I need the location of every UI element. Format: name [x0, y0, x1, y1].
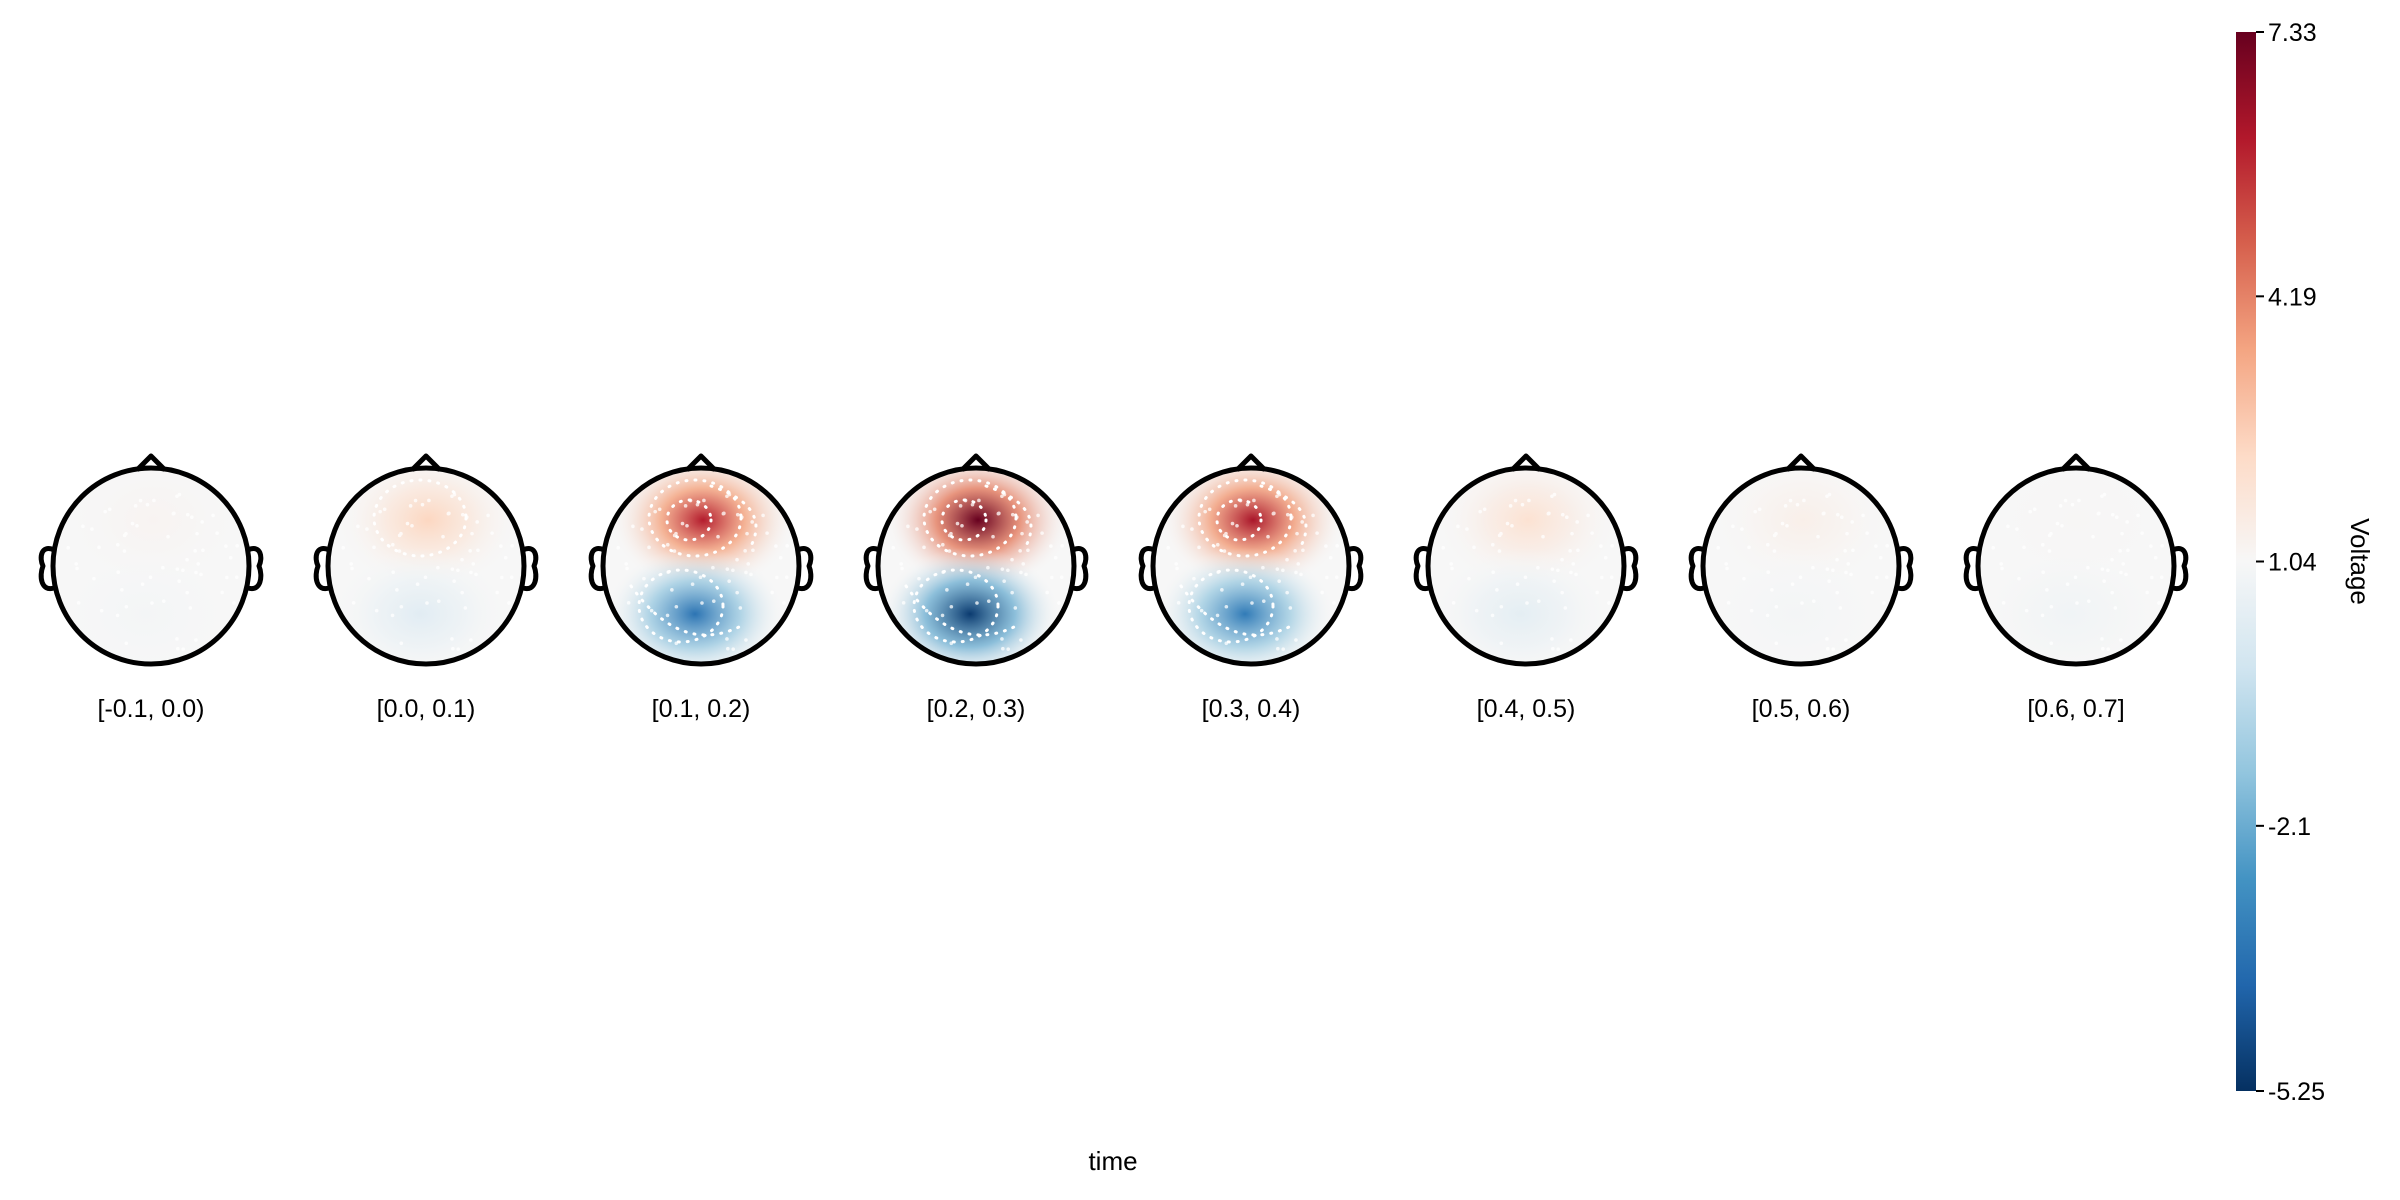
- topoplot-panel: [0.4, 0.5): [1413, 453, 1639, 723]
- panel-label: [0.0, 0.1): [377, 695, 476, 723]
- nose-outline: [1785, 453, 1817, 472]
- electrode-markers: [1991, 492, 2164, 651]
- topoplot-field: [603, 468, 799, 664]
- topoplot-field: [878, 468, 1074, 664]
- colorbar: 7.33 4.19 1.04 -2.1 -5.25 Voltage: [2236, 19, 2375, 1106]
- topoplot-panel: [0.6, 0.7]: [1963, 453, 2189, 723]
- negative-region: [1979, 547, 2161, 664]
- left-ear-outline: [588, 546, 606, 592]
- electrode-markers: [66, 492, 239, 651]
- negative-region: [604, 547, 786, 664]
- nose-outline: [685, 453, 717, 472]
- negative-region: [329, 547, 511, 664]
- head-outline: [1963, 453, 2189, 667]
- nose-outline: [2060, 453, 2092, 472]
- negative-region: [1704, 547, 1886, 664]
- right-ear-outline: [1071, 546, 1089, 592]
- left-ear-outline: [1688, 546, 1706, 592]
- left-ear-outline: [1138, 546, 1156, 592]
- electrode-markers: [1441, 492, 1614, 651]
- panel-label: [0.1, 0.2): [652, 695, 751, 723]
- topoplot-panels: [-0.1, 0.0) [0.0, 0.1) [0.1, 0.2) [0.2, 0.3…: [38, 453, 2189, 723]
- head-outline: [1413, 453, 1639, 667]
- panel-label: [-0.1, 0.0): [98, 695, 205, 723]
- head-outline: [1138, 453, 1364, 667]
- colorbar-tick-label: 4.19: [2268, 283, 2317, 311]
- electrode-markers: [891, 492, 1064, 651]
- left-ear-outline: [1963, 546, 1981, 592]
- topoplot-panel: [0.2, 0.3): [863, 453, 1089, 723]
- topoplot-panel: [0.1, 0.2): [588, 453, 814, 723]
- panel-label: [0.6, 0.7]: [2027, 695, 2124, 723]
- panel-label: [0.5, 0.6): [1752, 695, 1851, 723]
- electrode-markers: [1166, 492, 1339, 651]
- nose-outline: [135, 453, 167, 472]
- negative-region: [879, 547, 1061, 664]
- nose-outline: [960, 453, 992, 472]
- topoplot-panel: [0.3, 0.4): [1138, 453, 1364, 723]
- colorbar-tick-label: -5.25: [2268, 1078, 2325, 1106]
- negative-region: [1154, 547, 1336, 664]
- left-ear-outline: [313, 546, 331, 592]
- left-ear-outline: [1413, 546, 1431, 592]
- topoplot-field: [1978, 468, 2174, 664]
- colorbar-tick-label: 1.04: [2268, 549, 2317, 577]
- head-outline: [1688, 453, 1914, 667]
- nose-outline: [1235, 453, 1267, 472]
- topoplot-field: [1153, 468, 1349, 664]
- right-ear-outline: [2171, 546, 2189, 592]
- topoplot-panel: [0.0, 0.1): [313, 453, 539, 723]
- negative-region: [54, 547, 236, 664]
- electrode-markers: [616, 492, 789, 651]
- head-outline: [588, 453, 814, 667]
- right-ear-outline: [1896, 546, 1914, 592]
- topoplot-field: [328, 468, 524, 664]
- panel-label: [0.4, 0.5): [1477, 695, 1576, 723]
- nose-outline: [1510, 453, 1542, 472]
- electrode-markers: [1716, 492, 1889, 651]
- topoplot-field: [53, 468, 249, 664]
- colorbar-gradient: [2236, 32, 2256, 1091]
- colorbar-tick-label: 7.33: [2268, 19, 2317, 47]
- panel-label: [0.3, 0.4): [1202, 695, 1301, 723]
- topoplot-field: [1703, 468, 1899, 664]
- right-ear-outline: [796, 546, 814, 592]
- colorbar-ticks: 7.33 4.19 1.04 -2.1 -5.25: [2256, 19, 2325, 1106]
- head-outline: [38, 453, 264, 667]
- right-ear-outline: [1621, 546, 1639, 592]
- x-axis-label: time: [1088, 1146, 1137, 1176]
- topoplot-panel: [-0.1, 0.0): [38, 453, 264, 723]
- colorbar-tick-label: -2.1: [2268, 813, 2311, 841]
- nose-outline: [410, 453, 442, 472]
- colorbar-label: Voltage: [2345, 518, 2375, 605]
- electrode-markers: [341, 492, 514, 651]
- left-ear-outline: [863, 546, 881, 592]
- left-ear-outline: [38, 546, 56, 592]
- negative-region: [1429, 547, 1611, 664]
- head-outline: [313, 453, 539, 667]
- head-outline: [863, 453, 1089, 667]
- topoplot-field: [1428, 468, 1624, 664]
- panel-label: [0.2, 0.3): [927, 695, 1026, 723]
- right-ear-outline: [1346, 546, 1364, 592]
- topoplot-panel: [0.5, 0.6): [1688, 453, 1914, 723]
- right-ear-outline: [246, 546, 264, 592]
- right-ear-outline: [521, 546, 539, 592]
